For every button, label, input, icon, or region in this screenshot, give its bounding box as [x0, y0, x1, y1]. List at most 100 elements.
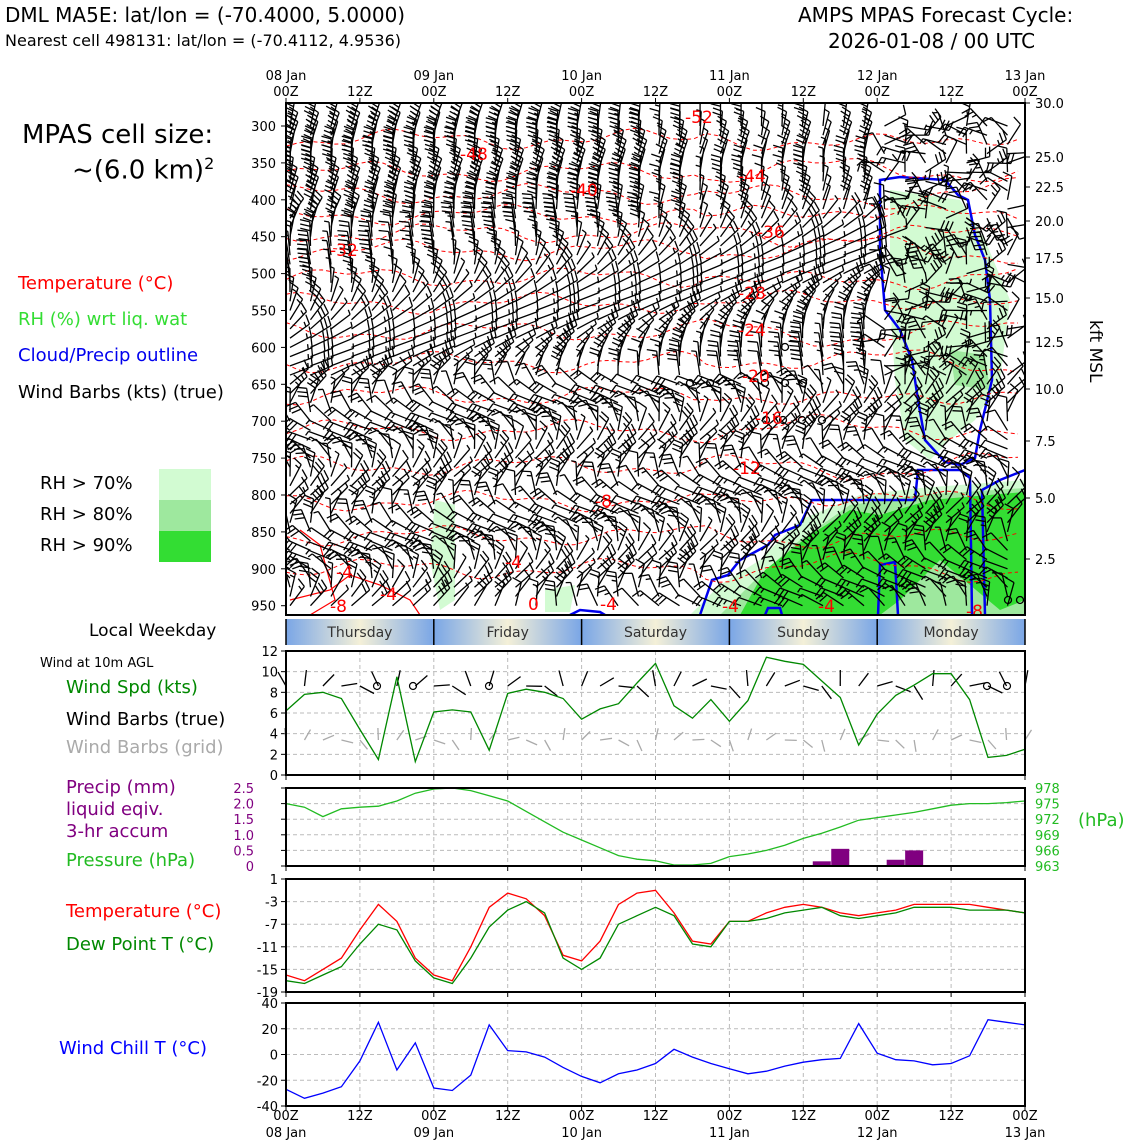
wind-barb-flag	[572, 210, 578, 214]
wind-barb-flag	[312, 193, 321, 202]
wind-barb-flag	[723, 489, 728, 495]
wind-barb-flag	[654, 399, 660, 403]
wind-barb	[388, 434, 394, 459]
wind-barb	[864, 158, 885, 173]
wind-barb-flag	[388, 160, 398, 168]
wind-barb-flag	[510, 162, 520, 168]
wind-barb-flag	[481, 211, 492, 214]
temperature-contour-solid	[299, 529, 336, 615]
wind-barb-flag	[339, 224, 350, 228]
wind-barb-flag	[370, 103, 379, 108]
wind-barb-flag	[305, 431, 310, 436]
wind-barb-flag	[880, 238, 884, 249]
wind-barb-flag	[527, 218, 538, 223]
wind-barb-flag	[308, 110, 318, 118]
wind-barb-flag	[527, 111, 538, 117]
temperature-contour	[286, 385, 1019, 406]
wind-barb-flag	[1004, 272, 1012, 282]
wind-barb-flag	[549, 330, 553, 336]
wind-barb-flag	[803, 197, 812, 206]
wind-barb	[748, 446, 763, 468]
wind-barb-flag	[972, 153, 980, 162]
wind-barb-flag	[572, 283, 576, 294]
wind-barb-flag	[734, 488, 743, 496]
wind-barb-flag	[898, 432, 908, 440]
wind-barb-flag	[672, 124, 683, 130]
wind-barb-flag	[370, 263, 380, 270]
wind-barb-flag	[600, 497, 605, 503]
wind-barb-flag	[629, 111, 640, 116]
wind-barb-flag	[785, 374, 797, 377]
wind-barb-flag	[978, 348, 986, 358]
wind-barb-flag	[404, 198, 415, 204]
wind-barb-flag	[862, 175, 872, 182]
wind-barb-flag	[428, 147, 439, 154]
wind-barb-flag	[436, 470, 445, 479]
wind-barb-flag	[870, 268, 878, 278]
wind-barb-flag	[511, 302, 515, 313]
wind-barb	[945, 250, 955, 274]
wind-barb-flag	[410, 254, 420, 261]
wind-barb-flag	[761, 264, 765, 275]
wind-barb-flag	[600, 397, 611, 400]
wind-barb-flag	[753, 405, 760, 415]
wind-barb-flag	[716, 119, 726, 126]
wind-barb-flag	[864, 236, 867, 247]
wind-barb-flag	[449, 404, 457, 414]
wind-barb-flag	[795, 424, 806, 430]
wind-barb	[638, 282, 662, 293]
wind-barb-flag	[304, 157, 315, 163]
wind-barb-flag	[378, 294, 383, 300]
wind-barb-flag	[856, 444, 866, 452]
wind-barb-flag	[532, 134, 543, 141]
wind-barb-flag	[573, 372, 583, 380]
wind-barb-flag	[369, 110, 379, 118]
wind-barb-flag	[449, 287, 454, 297]
wind-barb	[827, 439, 844, 459]
wind-barb	[371, 347, 395, 358]
wind-barb-flag	[794, 412, 798, 418]
wind-barb-flag	[438, 281, 445, 291]
wind-barb-flag	[811, 408, 818, 418]
wind-barb-flag	[450, 390, 460, 399]
rh-level-90-label: RH > 90%	[40, 535, 133, 556]
wind-barb	[330, 326, 353, 339]
wind-barb	[339, 390, 353, 413]
wind-barb	[945, 166, 950, 191]
wind-barb-flag	[569, 180, 580, 186]
wind-barb-flag	[391, 427, 402, 431]
wind-barb-flag	[387, 164, 397, 172]
wind-barb-flag	[546, 176, 557, 181]
wind-barb-flag	[937, 456, 946, 465]
wind-barb-flag	[545, 214, 556, 218]
wind-barb	[699, 120, 706, 145]
wind-barb	[516, 378, 537, 395]
wind-barb-flag	[384, 460, 391, 471]
wind-barb-flag	[629, 180, 640, 186]
wind-barb-flag	[546, 117, 557, 122]
wind-barb-flag	[878, 258, 884, 269]
wind-barb-flag	[909, 258, 920, 262]
wind-barb-flag	[528, 170, 539, 176]
wind-barb	[642, 467, 660, 487]
wind-barb-flag	[760, 371, 771, 376]
wind-barb-flag	[295, 452, 306, 455]
wind-barb-flag	[286, 240, 287, 242]
wind-barb-flag	[944, 220, 950, 231]
wind-barb-flag	[895, 395, 902, 405]
wind-barb-flag	[760, 124, 770, 132]
wind-barb-flag	[420, 229, 432, 232]
wind-barb-flag	[317, 370, 324, 379]
wind-barb-flag	[341, 379, 352, 384]
wind-barb-flag	[649, 431, 656, 442]
wind-barb-flag	[962, 440, 970, 450]
wind-barb	[883, 408, 896, 431]
wind-barb-flag	[590, 189, 600, 195]
wind-barb-flag	[806, 193, 814, 203]
wind-barb-flag	[288, 161, 298, 169]
wind-barb-flag	[552, 287, 555, 293]
wind-barb-flag	[548, 134, 559, 140]
wind-barb-flag	[790, 200, 798, 210]
wind-barb-flag	[969, 355, 979, 364]
wind-barb-flag	[628, 315, 632, 321]
